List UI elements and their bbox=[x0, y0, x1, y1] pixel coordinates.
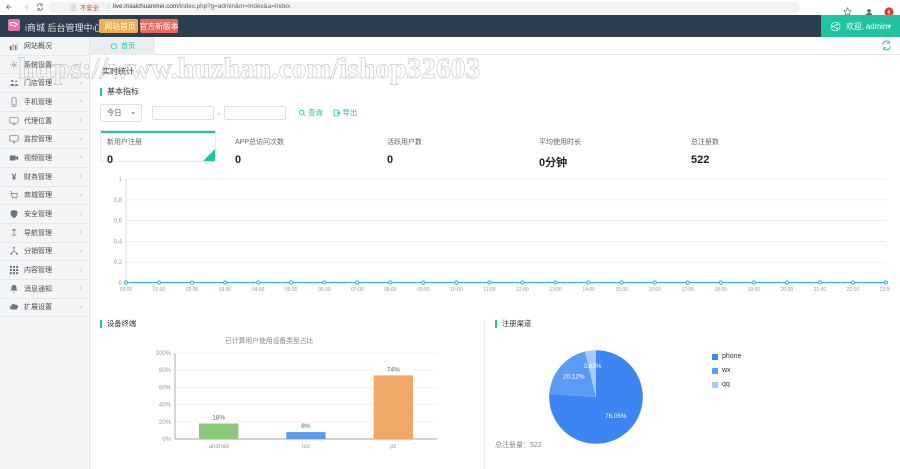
svg-text:12:00: 12:00 bbox=[516, 287, 529, 293]
svg-text:pc: pc bbox=[390, 444, 396, 450]
svg-text:01:00: 01:00 bbox=[153, 287, 166, 293]
svg-text:80%: 80% bbox=[159, 368, 172, 374]
svg-text:74%: 74% bbox=[387, 366, 400, 373]
svg-text:8%: 8% bbox=[301, 423, 311, 430]
svg-text:13:00: 13:00 bbox=[549, 287, 562, 293]
svg-text:0.8: 0.8 bbox=[114, 198, 123, 204]
svg-text:23:00: 23:00 bbox=[880, 287, 890, 293]
svg-text:40%: 40% bbox=[159, 403, 172, 409]
svg-text:15:00: 15:00 bbox=[615, 287, 628, 293]
svg-text:60%: 60% bbox=[159, 385, 172, 391]
svg-text:ios: ios bbox=[302, 444, 310, 450]
svg-text:android: android bbox=[209, 444, 229, 450]
svg-text:0.4: 0.4 bbox=[114, 239, 123, 245]
svg-text:1: 1 bbox=[119, 177, 123, 183]
svg-text:03:00: 03:00 bbox=[219, 287, 232, 293]
svg-text:0.2: 0.2 bbox=[114, 260, 123, 266]
svg-text:76.05%: 76.05% bbox=[605, 413, 627, 420]
svg-text:09:00: 09:00 bbox=[417, 287, 430, 293]
svg-text:18:00: 18:00 bbox=[715, 287, 728, 293]
svg-text:10:00: 10:00 bbox=[450, 287, 463, 293]
svg-text:05:00: 05:00 bbox=[285, 287, 298, 293]
svg-text:06:00: 06:00 bbox=[318, 287, 331, 293]
svg-text:04:00: 04:00 bbox=[252, 287, 265, 293]
svg-text:02:00: 02:00 bbox=[186, 287, 199, 293]
svg-text:16:00: 16:00 bbox=[648, 287, 661, 293]
svg-text:07:00: 07:00 bbox=[351, 287, 364, 293]
svg-text:20%: 20% bbox=[159, 420, 172, 426]
svg-text:14:00: 14:00 bbox=[582, 287, 595, 293]
svg-text:19:00: 19:00 bbox=[748, 287, 761, 293]
svg-text:3.83%: 3.83% bbox=[584, 363, 602, 370]
svg-text:18%: 18% bbox=[212, 415, 225, 422]
svg-text:22:00: 22:00 bbox=[847, 287, 860, 293]
svg-text:0.6: 0.6 bbox=[114, 219, 123, 225]
svg-text:100%: 100% bbox=[156, 351, 172, 357]
svg-text:20:00: 20:00 bbox=[781, 287, 794, 293]
svg-text:08:00: 08:00 bbox=[384, 287, 397, 293]
svg-text:00:00: 00:00 bbox=[120, 287, 133, 293]
svg-text:21:00: 21:00 bbox=[814, 287, 827, 293]
svg-text:20.12%: 20.12% bbox=[563, 373, 585, 380]
svg-text:0%: 0% bbox=[162, 437, 171, 443]
svg-text:11:00: 11:00 bbox=[483, 287, 495, 293]
svg-text:17:00: 17:00 bbox=[681, 287, 694, 293]
